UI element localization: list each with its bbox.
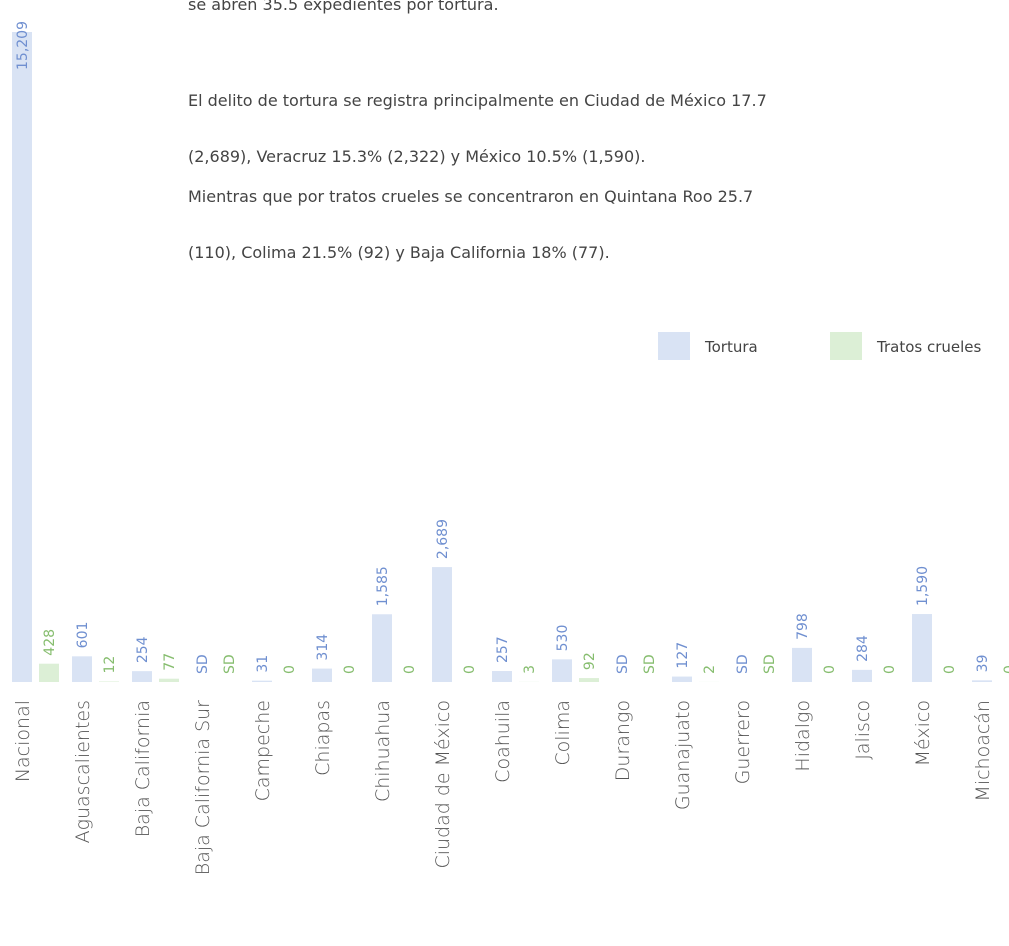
data-label: 254 (135, 636, 151, 663)
data-label: SD (222, 654, 238, 674)
data-label: 0 (942, 665, 958, 674)
data-label: 798 (795, 613, 811, 640)
data-label: SD (615, 654, 631, 674)
data-label: SD (195, 654, 211, 674)
data-label: 92 (582, 652, 598, 670)
data-label: 12 (102, 656, 118, 674)
data-label: 77 (162, 653, 178, 671)
data-label: 0 (282, 665, 298, 674)
bar (72, 656, 92, 682)
data-label: 127 (675, 642, 691, 669)
x-tick-label: Baja California (132, 700, 154, 837)
bar (792, 647, 812, 682)
x-tick-label: Ciudad de México (432, 700, 454, 869)
bar (672, 676, 692, 682)
x-tick-label: Hidalgo (792, 700, 814, 772)
bar (972, 680, 992, 682)
x-tick-label: Jalisco (852, 700, 874, 760)
bar (552, 659, 572, 682)
x-tick-label: Durango (612, 700, 634, 781)
data-label: 2,689 (435, 519, 451, 559)
bar (39, 663, 59, 682)
x-tick-label: Chihuahua (372, 700, 394, 802)
x-tick-label: México (912, 700, 934, 766)
data-label: 530 (555, 625, 571, 652)
data-label: SD (642, 654, 658, 674)
bar (12, 32, 32, 682)
bar (912, 614, 932, 682)
data-label: SD (735, 654, 751, 674)
data-label: 0 (822, 665, 838, 674)
bar (579, 678, 599, 682)
legend-swatch (830, 332, 862, 360)
bar (99, 681, 119, 682)
x-tick-label: Coahuila (492, 700, 514, 783)
legend-label: Tortura (704, 338, 758, 356)
bar (372, 614, 392, 682)
data-label: 15,209 (15, 21, 31, 70)
x-tick-label: Colima (552, 700, 574, 766)
x-tick-label: Michoacán (972, 700, 994, 802)
bar (852, 669, 872, 682)
data-label: 39 (975, 655, 991, 673)
data-label: 0 (342, 665, 358, 674)
data-label: 0 (882, 665, 898, 674)
data-label: 0 (1002, 665, 1009, 674)
x-tick-label: Baja California Sur (192, 700, 214, 875)
data-label: 1,585 (375, 566, 391, 606)
bar (312, 668, 332, 682)
bar (252, 680, 272, 682)
data-label: 2 (702, 665, 718, 674)
x-tick-label: Aguascalientes (72, 700, 94, 843)
data-label: 31 (255, 655, 271, 673)
bar (159, 678, 179, 682)
paragraph: (110), Colima 21.5% (92) y Baja Californ… (188, 243, 610, 262)
bar (432, 567, 452, 682)
x-tick-label: Chiapas (312, 700, 334, 776)
x-tick-label: Guerrero (732, 700, 754, 784)
data-label: 428 (42, 629, 58, 656)
data-label: 601 (75, 622, 91, 649)
data-label: 284 (855, 635, 871, 662)
x-tick-label: Nacional (12, 700, 34, 782)
bar (132, 671, 152, 682)
data-label: 0 (462, 665, 478, 674)
data-label: 314 (315, 634, 331, 661)
x-tick-label: Guanajuato (672, 700, 694, 810)
data-label: 3 (522, 665, 538, 674)
legend-label: Tratos crueles (876, 338, 982, 356)
paragraph: Mientras que por tratos crueles se conce… (188, 187, 753, 206)
data-label: SD (762, 654, 778, 674)
data-label: 257 (495, 636, 511, 663)
paragraph: (2,689), Veracruz 15.3% (2,322) y México… (188, 147, 645, 166)
data-label: 1,590 (915, 566, 931, 606)
x-tick-label: Campeche (252, 700, 274, 801)
legend-swatch (658, 332, 690, 360)
data-label: 0 (402, 665, 418, 674)
paragraph: se abren 35.5 expedientes por tortura. (188, 0, 499, 14)
paragraph: El delito de tortura se registra princip… (188, 91, 767, 110)
bar (492, 671, 512, 682)
